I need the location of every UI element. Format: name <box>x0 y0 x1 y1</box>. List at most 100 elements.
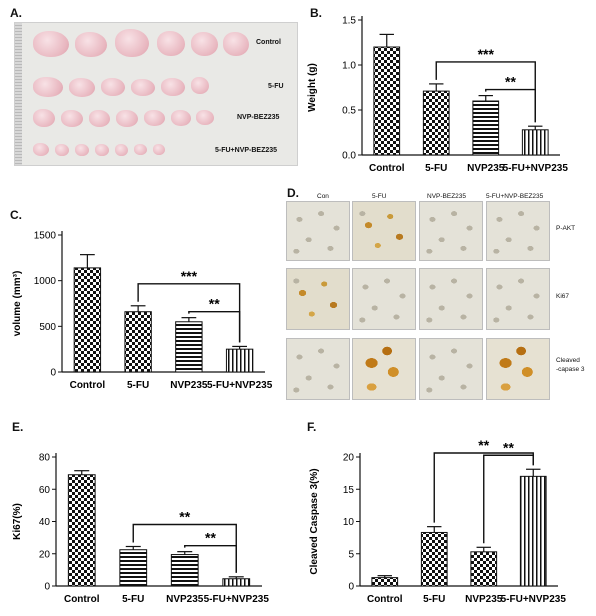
photo-label-control: Control <box>256 39 281 46</box>
chart-c-y-axis-label: volume (mm³) <box>12 271 23 337</box>
chart-e-bar <box>222 578 251 587</box>
histology-image <box>352 338 416 400</box>
chart-f-bar <box>519 475 547 587</box>
chart-c-significance-label: ** <box>209 296 220 312</box>
chart-b-bar <box>521 129 549 156</box>
chart-b-significance-label: *** <box>478 46 495 62</box>
histology-image <box>486 338 550 400</box>
tumor <box>55 144 69 156</box>
chart-c-category-label: 5-FU <box>127 380 149 391</box>
histology-col-combo: 5-FU+NVP-BEZ235 <box>486 193 544 200</box>
chart-c-bar <box>175 321 203 373</box>
tumor <box>116 110 138 127</box>
tumor <box>69 78 95 97</box>
chart-b-y-tick-label: 0.5 <box>342 106 356 117</box>
chart-e-significance-bracket <box>184 544 237 573</box>
chart-c-significance-bracket <box>188 310 241 343</box>
chart-b-y-axis-label: Weight (g) <box>307 63 318 112</box>
chart-c-y-tick-label: 0 <box>50 368 56 379</box>
panel-letter-b: B. <box>310 6 322 20</box>
chart-c-bar <box>73 267 102 373</box>
chart-c-bar <box>124 311 152 373</box>
panel-letter-a: A. <box>10 6 22 20</box>
tumor <box>161 78 185 96</box>
chart-b-category-label: 5-FU+NVP235 <box>503 163 569 174</box>
tumor <box>131 79 155 96</box>
tumor <box>101 78 125 96</box>
tumor <box>75 144 89 156</box>
histology-image <box>419 338 483 400</box>
chart-e-category-label: 5-FU <box>122 594 144 605</box>
histology-row-caspase: -capase 3 <box>556 366 585 373</box>
tumor <box>134 144 147 155</box>
tumor <box>153 144 165 155</box>
chart-c-y-tick-label: 1500 <box>34 231 57 242</box>
tumor <box>33 143 49 156</box>
histology-image <box>352 268 416 330</box>
chart-c-bar <box>225 348 254 373</box>
chart-c-category-label: Control <box>70 380 106 391</box>
chart-f-category-label: 5-FU+NVP235 <box>501 594 567 605</box>
panel-letter-c: C. <box>10 208 22 222</box>
histology-image <box>286 338 350 400</box>
chart-f-category-label: 5-FU <box>423 594 445 605</box>
chart-e-y-tick-label: 80 <box>39 453 51 464</box>
chart-b-y-tick-label: 0.0 <box>342 151 356 162</box>
chart-c-significance-label: *** <box>181 268 198 284</box>
tumor <box>115 144 128 156</box>
chart-e-significance-label: ** <box>179 508 190 524</box>
chart-f-significance-label: ** <box>503 439 514 455</box>
histology-image <box>419 201 483 261</box>
chart-e-bar <box>170 554 199 587</box>
histology-image <box>286 268 350 330</box>
chart-b-category-label: NVP235 <box>467 163 505 174</box>
panel-letter-e: E. <box>12 420 24 434</box>
histology-row-pakt: P-AKT <box>556 225 576 232</box>
chart-f-significance-bracket <box>483 454 534 544</box>
chart-b-y-tick-label: 1.5 <box>342 16 356 27</box>
tumor <box>191 32 218 56</box>
tumor <box>115 29 149 57</box>
chart-e-bar <box>119 549 148 587</box>
chart-f-bar <box>470 551 498 587</box>
chart-f-category-label: Control <box>367 594 403 605</box>
tumor <box>196 110 214 125</box>
chart-e-category-label: 5-FU+NVP235 <box>204 594 270 605</box>
panel-letter-d: D. <box>287 186 299 200</box>
tumor <box>223 32 249 56</box>
chart-b-significance-label: ** <box>505 74 516 90</box>
chart-f-y-tick-label: 20 <box>343 453 355 464</box>
tumor <box>33 77 63 97</box>
histology-image <box>419 268 483 330</box>
histology-image <box>486 268 550 330</box>
chart-f-y-axis-label: Cleaved Caspase 3(%) <box>309 468 320 574</box>
histology-row-cleaved: Cleaved <box>556 357 580 364</box>
chart-e-y-tick-label: 60 <box>39 485 51 496</box>
photo-label-nvp: NVP-BEZ235 <box>237 114 280 121</box>
chart-e-category-label: Control <box>64 594 100 605</box>
histology-col-5fu: 5-FU <box>372 193 387 200</box>
chart-b-significance-bracket <box>485 88 536 123</box>
chart-f-bar <box>420 531 448 587</box>
chart-f-y-tick-label: 5 <box>348 549 354 560</box>
chart-c-y-tick-label: 1000 <box>34 276 57 287</box>
chart-f-y-tick-label: 10 <box>343 517 355 528</box>
chart-c-y-tick-label: 500 <box>39 322 56 333</box>
histology-image <box>486 201 550 261</box>
chart-e-y-tick-label: 0 <box>44 582 50 593</box>
histology-col-con: Con <box>317 193 329 200</box>
histology-image <box>286 201 350 261</box>
tumor <box>95 144 109 156</box>
panel-letter-f: F. <box>307 420 317 434</box>
chart-e-y-tick-label: 20 <box>39 549 51 560</box>
chart-b-bar <box>373 46 401 156</box>
chart-b-bar <box>422 90 450 156</box>
chart-f-significance-label: ** <box>478 437 489 453</box>
histology-col-nvp: NVP-BEZ235 <box>427 193 467 200</box>
tumor <box>144 110 165 126</box>
chart-e-bar <box>67 474 96 587</box>
tumor <box>171 110 191 126</box>
chart-f-y-tick-label: 0 <box>348 582 354 593</box>
chart-b-category-label: Control <box>369 163 405 174</box>
